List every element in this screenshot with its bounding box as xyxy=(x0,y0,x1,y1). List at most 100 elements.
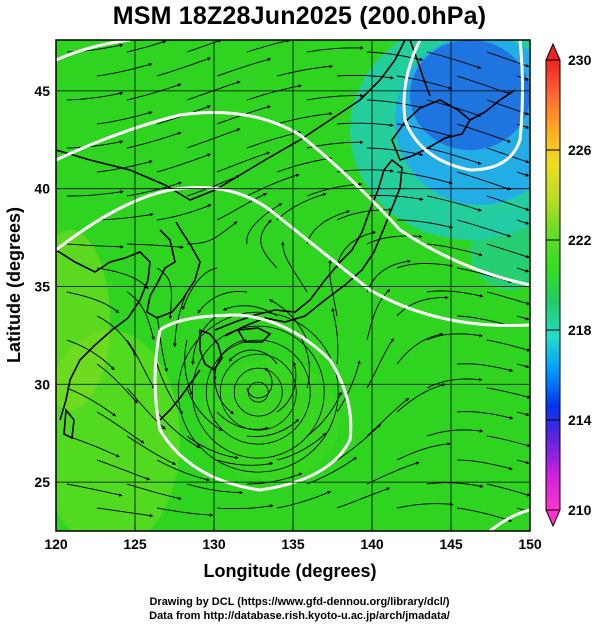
streamline xyxy=(456,219,512,238)
streamline xyxy=(336,122,394,127)
streamline xyxy=(156,459,210,482)
colorbar-tick-label: 222 xyxy=(568,232,592,248)
streamline xyxy=(126,243,184,249)
contour-line xyxy=(153,313,353,492)
streamline xyxy=(281,241,308,293)
streamline xyxy=(246,203,283,245)
streamline xyxy=(66,140,124,149)
streamline xyxy=(156,411,201,449)
streamline xyxy=(328,259,338,317)
streamline xyxy=(228,349,278,365)
streamline xyxy=(67,190,124,197)
streamline xyxy=(276,64,333,77)
x-tick-label: 145 xyxy=(439,536,463,552)
coastline-kurils xyxy=(469,89,516,121)
coastline-china xyxy=(56,249,151,421)
streamline xyxy=(246,418,300,438)
streamline xyxy=(456,411,514,420)
streamline xyxy=(66,483,123,497)
streamline xyxy=(156,363,183,415)
streamline xyxy=(366,461,420,485)
contour-line xyxy=(56,186,530,328)
streamline xyxy=(426,290,484,298)
map-title: MSM 18Z28Jun2025 (200.0hPa) xyxy=(112,2,487,30)
streamline xyxy=(336,231,376,269)
streamline xyxy=(426,195,482,212)
streamline xyxy=(306,391,342,437)
streamline xyxy=(426,429,484,437)
streamline xyxy=(396,332,444,365)
x-tick-label: 120 xyxy=(44,536,68,552)
streamline xyxy=(96,212,154,221)
streamline xyxy=(516,363,530,369)
coastline-kyushu xyxy=(199,328,223,372)
vortex-streamline xyxy=(247,381,269,403)
streamline xyxy=(216,411,269,431)
contour-line xyxy=(489,508,530,531)
streamline xyxy=(276,490,332,509)
streamline xyxy=(96,111,153,125)
streamline xyxy=(96,160,153,173)
colorbar-lower-arrow xyxy=(545,509,561,528)
y-tick-label: 45 xyxy=(34,83,50,99)
vortex-streamline xyxy=(233,367,283,417)
x-tick-label: 150 xyxy=(518,536,542,552)
x-axis: 120 125 130 135 140 145 150 xyxy=(44,526,542,552)
streamline xyxy=(426,333,483,341)
streamline xyxy=(456,459,513,471)
streamline xyxy=(66,291,120,313)
streamline xyxy=(516,267,530,273)
streamline xyxy=(336,360,361,413)
streamline xyxy=(336,487,391,509)
streamline xyxy=(516,459,530,465)
streamline xyxy=(191,315,218,366)
drawing-credit: Drawing by DCL (https://www.gfd-dennou.o… xyxy=(149,596,450,608)
streamline xyxy=(516,219,530,225)
streamline xyxy=(486,339,530,352)
data-credit: Data from http://database.rish.kyoto-u.a… xyxy=(149,610,450,622)
streamline xyxy=(96,315,137,357)
coastline-honshu xyxy=(214,158,403,337)
streamline xyxy=(126,483,182,500)
streamline xyxy=(156,153,211,173)
streamline xyxy=(126,83,182,101)
streamline xyxy=(306,182,363,197)
streamline xyxy=(66,339,115,371)
streamline xyxy=(216,459,274,466)
streamline xyxy=(156,57,211,77)
colorbar-bar xyxy=(545,59,561,511)
streamline xyxy=(126,131,182,149)
streamline xyxy=(197,291,248,314)
streamline xyxy=(66,91,124,101)
streamline xyxy=(366,259,411,293)
streamline xyxy=(456,363,514,372)
streamline xyxy=(156,507,214,517)
streamline xyxy=(156,315,168,372)
streamline xyxy=(486,291,530,306)
streamline xyxy=(276,432,327,461)
x-tick-label: 135 xyxy=(281,536,305,552)
streamline xyxy=(486,195,530,211)
streamline xyxy=(396,442,452,461)
streamline xyxy=(366,234,423,245)
streamline xyxy=(366,397,410,437)
streamline xyxy=(516,315,530,321)
y-tick-label: 35 xyxy=(34,278,50,294)
vortex-streamline xyxy=(205,339,311,445)
streamline xyxy=(246,40,291,53)
streamline xyxy=(306,210,351,245)
streamline xyxy=(456,315,513,328)
streamline xyxy=(366,147,424,157)
vortex-streamline xyxy=(177,311,339,473)
streamline xyxy=(486,387,530,399)
colorbar-tick-label: 226 xyxy=(568,142,592,158)
streamline xyxy=(486,147,530,164)
colorbar-tick-label: 230 xyxy=(568,52,592,68)
contour-line xyxy=(56,40,131,62)
streamline xyxy=(214,363,234,415)
streamline xyxy=(246,130,302,149)
streamline xyxy=(216,151,271,173)
coastline-ryukyu xyxy=(159,369,201,421)
streamline xyxy=(216,192,268,221)
